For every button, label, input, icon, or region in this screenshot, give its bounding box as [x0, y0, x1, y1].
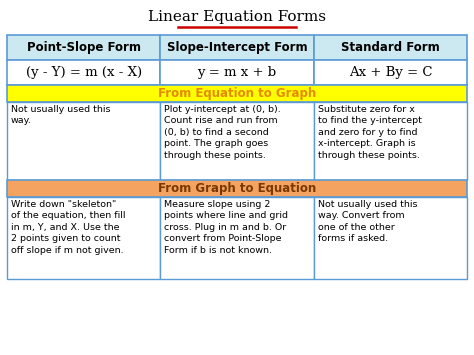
- Bar: [160, 102, 314, 180]
- Bar: [160, 60, 314, 85]
- Text: Point-Slope Form: Point-Slope Form: [27, 41, 141, 54]
- Bar: [314, 102, 467, 180]
- Bar: [7, 85, 467, 102]
- Bar: [160, 197, 314, 279]
- Text: Measure slope using 2
points where line and grid
cross. Plug in m and b. Or
conv: Measure slope using 2 points where line …: [164, 200, 288, 255]
- Bar: [314, 60, 467, 85]
- Text: Not usually used this
way.: Not usually used this way.: [11, 105, 110, 125]
- Bar: [7, 35, 160, 60]
- Text: (y - Y) = m (x - X): (y - Y) = m (x - X): [26, 66, 142, 79]
- Text: Plot y-intercept at (0, b).
Count rise and run from
(0, b) to find a second
poin: Plot y-intercept at (0, b). Count rise a…: [164, 105, 281, 160]
- Text: Ax + By = C: Ax + By = C: [348, 66, 432, 79]
- Bar: [314, 35, 467, 60]
- Text: Not usually used this
way. Convert from
one of the other
forms if asked.: Not usually used this way. Convert from …: [318, 200, 417, 243]
- Text: Standard Form: Standard Form: [341, 41, 440, 54]
- Text: Linear Equation Forms: Linear Equation Forms: [148, 10, 326, 24]
- Bar: [160, 35, 314, 60]
- Text: y = m x + b: y = m x + b: [198, 66, 276, 79]
- Bar: [314, 197, 467, 279]
- Bar: [7, 60, 160, 85]
- Text: Slope-Intercept Form: Slope-Intercept Form: [167, 41, 307, 54]
- Text: From Graph to Equation: From Graph to Equation: [158, 182, 316, 195]
- Text: Substitute zero for x
to find the y-intercept
and zero for y to find
x-intercept: Substitute zero for x to find the y-inte…: [318, 105, 421, 160]
- Bar: [7, 197, 160, 279]
- Bar: [7, 180, 467, 197]
- Bar: [7, 102, 160, 180]
- Text: From Equation to Graph: From Equation to Graph: [158, 87, 316, 100]
- Text: Write down "skeleton"
of the equation, then fill
in m, Y, and X. Use the
2 point: Write down "skeleton" of the equation, t…: [11, 200, 126, 255]
